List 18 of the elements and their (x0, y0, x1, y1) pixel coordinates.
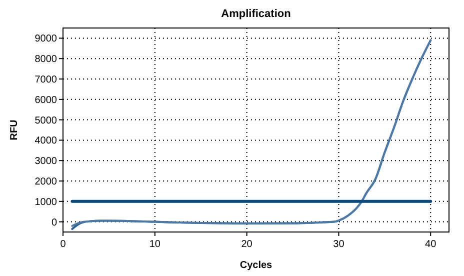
x-tick-label: 20 (241, 239, 253, 250)
y-tick-label: 7000 (34, 74, 58, 86)
y-tick-label: 6000 (34, 94, 58, 106)
chart-title: Amplification (221, 8, 292, 20)
x-tick-label: 10 (149, 239, 161, 250)
y-tick-label: 8000 (34, 54, 58, 66)
y-tick-label: 1000 (34, 196, 58, 208)
y-tick-label: 9000 (34, 34, 58, 45)
y-tick-label: 4000 (34, 136, 58, 147)
x-tick-label: 0 (60, 239, 66, 250)
y-axis-title: RFU (9, 120, 20, 140)
x-tick-label: 30 (333, 239, 345, 250)
y-tick-label: 3000 (34, 156, 58, 168)
x-tick-label: 40 (425, 239, 437, 250)
y-tick-label: 5000 (34, 115, 58, 126)
y-tick-label: 2000 (34, 176, 58, 188)
x-axis-title: Cycles (240, 260, 273, 271)
y-tick-label: 0 (51, 217, 58, 228)
